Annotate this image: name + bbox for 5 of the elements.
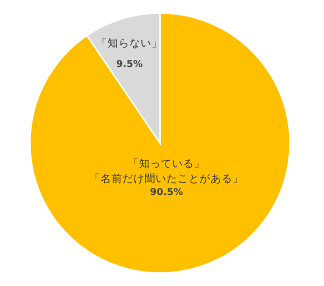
data-label: 90.5%: [150, 187, 184, 198]
slice-label: 「知らない」: [96, 38, 162, 50]
pie-slice: [29, 12, 291, 274]
data-label: 9.5%: [116, 59, 144, 70]
slice-label: 「知っている」「名前だけ聞いたことがある」: [90, 158, 244, 186]
